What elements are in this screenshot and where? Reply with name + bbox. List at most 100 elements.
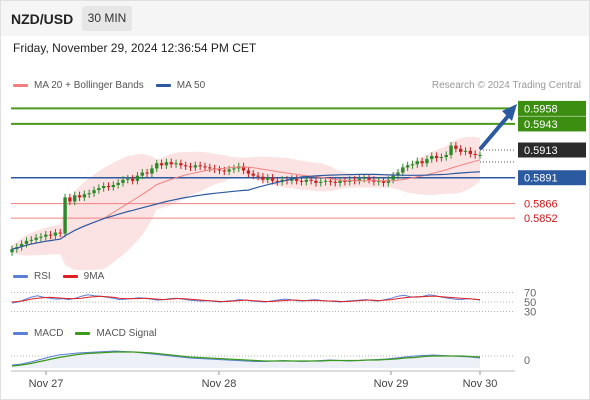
candle-body	[102, 186, 105, 188]
candle-body	[174, 163, 177, 164]
candle-body	[430, 156, 433, 159]
x-tick-label: Nov 28	[202, 378, 237, 390]
candle-body	[271, 178, 274, 181]
candle-body	[155, 163, 158, 168]
candle-body	[198, 165, 201, 166]
macd-axis-label: 0	[524, 355, 530, 367]
candle-body	[208, 167, 211, 168]
candle-body	[150, 168, 153, 173]
candle-body	[319, 182, 322, 183]
candle-body	[367, 178, 370, 180]
level-tag-text: 0.5943	[524, 119, 558, 131]
candle-body	[464, 151, 467, 152]
rsi-axis-label: 30	[524, 307, 536, 319]
candle-body	[34, 238, 37, 240]
candle-body	[116, 183, 119, 185]
candle-body	[59, 233, 62, 234]
candle-body	[165, 162, 168, 165]
candle-body	[300, 181, 303, 182]
candle-body	[469, 151, 472, 154]
candle-body	[449, 146, 452, 155]
candle-body	[25, 241, 28, 244]
candle-body	[314, 181, 317, 183]
x-tick-label: Nov 29	[374, 378, 409, 390]
level-tag-resistance: 0.5943	[518, 116, 586, 131]
candle-body	[454, 146, 457, 149]
candle-body	[420, 161, 423, 163]
candle-body	[435, 156, 438, 158]
candle-body	[78, 195, 81, 197]
candle-body	[218, 169, 221, 170]
candle-body	[83, 194, 86, 197]
rsi-ma-line	[12, 296, 480, 302]
candle-body	[73, 195, 76, 201]
candle-body	[126, 179, 129, 180]
candle-body	[39, 237, 42, 238]
candle-body	[309, 180, 312, 181]
candle-body	[232, 168, 235, 169]
candle-body	[445, 155, 448, 157]
candle-body	[49, 235, 52, 236]
candle-body	[256, 176, 259, 177]
candle-body	[30, 240, 33, 241]
candle-body	[227, 169, 230, 171]
x-tick-label: Nov 30	[463, 378, 498, 390]
candle-body	[391, 176, 394, 180]
candle-body	[170, 162, 173, 164]
candle-body	[63, 197, 66, 233]
candle-body	[145, 173, 148, 174]
current-price-tag: 0.5913	[518, 143, 586, 158]
candle-body	[338, 181, 341, 183]
candle-body	[329, 181, 332, 182]
current-price-text: 0.5913	[524, 145, 558, 157]
candle-body	[203, 166, 206, 167]
candle-body	[184, 165, 187, 166]
candle-body	[194, 165, 197, 167]
candle-body	[136, 176, 139, 181]
candle-body	[416, 161, 419, 164]
level-label-support: 0.5852	[524, 213, 558, 225]
candle-body	[223, 170, 226, 171]
candle-body	[247, 170, 250, 173]
candle-body	[406, 165, 409, 167]
candle-body	[363, 178, 366, 179]
candle-body	[324, 181, 327, 182]
candle-body	[92, 190, 95, 193]
candle-body	[87, 193, 90, 194]
candle-body	[97, 188, 100, 190]
candle-body	[459, 149, 462, 152]
candle	[63, 194, 66, 237]
candle-body	[252, 174, 255, 176]
candle-body	[160, 163, 163, 165]
forecast-arrow-shaft	[481, 115, 509, 148]
candle-body	[401, 167, 404, 172]
candle-body	[473, 154, 476, 155]
candle-body	[107, 186, 110, 187]
candle-body	[411, 164, 414, 165]
level-tag-text: 0.5958	[524, 103, 558, 115]
x-tick-label: Nov 27	[29, 378, 64, 390]
candle-body	[305, 180, 308, 182]
candle-body	[68, 197, 71, 201]
level-tag-resistance: 0.5958	[518, 101, 586, 116]
candle-body	[10, 249, 13, 252]
candle-body	[261, 177, 264, 180]
candle-body	[131, 179, 134, 181]
candle-body	[425, 159, 428, 163]
candle-body	[179, 163, 182, 165]
level-label-support: 0.5866	[524, 199, 558, 211]
candle-body	[478, 155, 481, 156]
candle-body	[440, 157, 443, 158]
candle-body	[334, 182, 337, 183]
level-tag-pivot: 0.5891	[518, 170, 586, 185]
candle-body	[112, 185, 115, 187]
candle-body	[141, 173, 144, 176]
candle-body	[295, 179, 298, 181]
candle-body	[343, 181, 346, 182]
candle-body	[44, 235, 47, 237]
candle-body	[121, 180, 124, 183]
candle-body	[189, 166, 192, 167]
candle-body	[54, 233, 57, 236]
